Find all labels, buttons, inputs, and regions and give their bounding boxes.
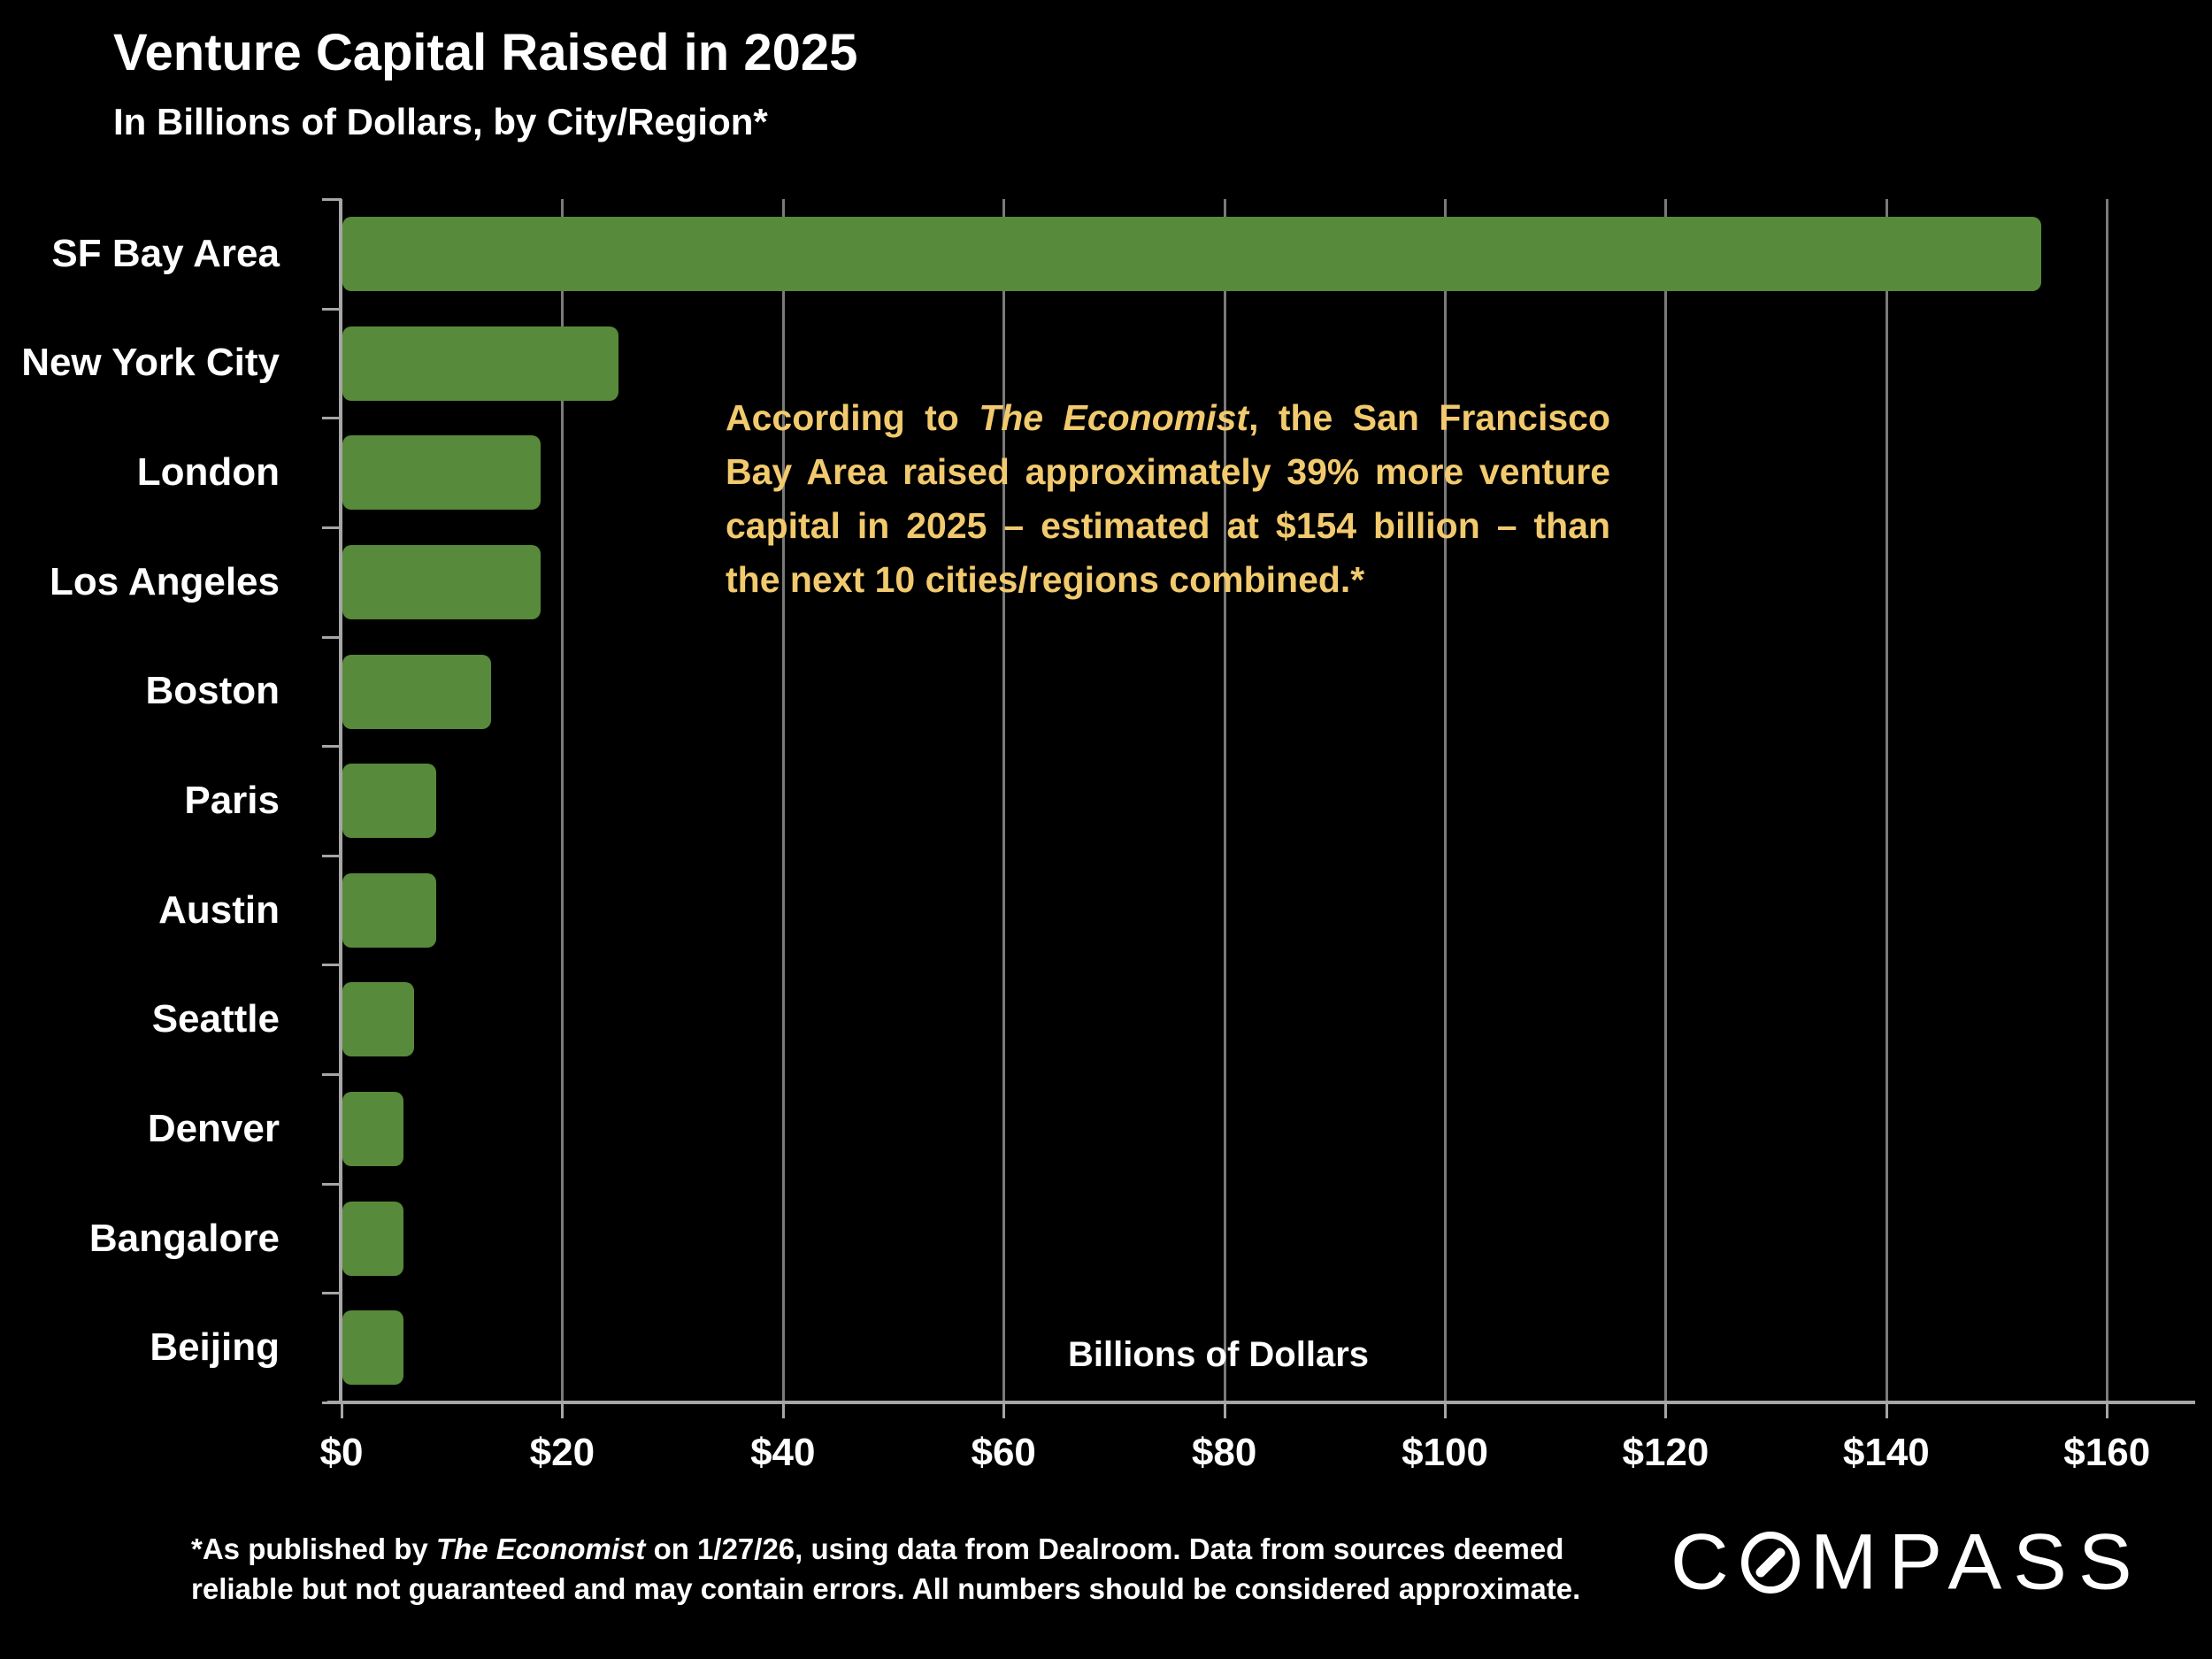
y-axis-tick (322, 635, 342, 639)
x-axis-tick-label: $40 (750, 1431, 816, 1474)
category-label: Bangalore (88, 1216, 280, 1260)
bar-denver (342, 1092, 403, 1167)
x-axis-tick (561, 1404, 565, 1418)
bar-austin (342, 872, 436, 948)
y-axis-tick (322, 745, 342, 749)
y-axis-category-labels: SF Bay Area New York City London Los Angele… (0, 199, 310, 1402)
y-axis-line (339, 199, 342, 1404)
footnote-line-2: reliable but not guaranteed and may cont… (191, 1572, 1581, 1605)
x-axis-tick-label: $60 (971, 1431, 1036, 1474)
bar-paris (342, 764, 436, 839)
bar-row (342, 418, 2195, 527)
page-title: Venture Capital Raised in 2025 (113, 24, 858, 81)
bar-seattle (342, 982, 415, 1057)
bar-row (342, 1293, 2195, 1402)
bar-los-angeles (342, 544, 541, 619)
x-axis-tick (2106, 1404, 2109, 1418)
bar-new-york-city (342, 326, 618, 401)
compass-logo-text-c: C (1671, 1518, 1740, 1606)
x-axis-tick (1002, 1404, 1006, 1418)
y-axis-tick (322, 198, 342, 201)
gridline-80 (1223, 199, 1226, 1402)
footnote-line-1: *As published by The Economist on 1/27/2… (191, 1532, 1564, 1565)
bar-sf-bay-area (342, 217, 2042, 291)
x-axis-tick-label: $20 (529, 1431, 595, 1474)
gridline-60 (1002, 199, 1006, 1402)
category-label: Denver (147, 1106, 280, 1150)
annotation-line-2: Bay Area raised approximately 39% more v… (726, 451, 1610, 492)
gridline-20 (561, 199, 565, 1402)
y-axis-tick (322, 1073, 342, 1077)
bar-row (342, 746, 2195, 856)
page-subtitle: In Billions of Dollars, by City/Region* (113, 101, 768, 142)
gridline-160 (2106, 199, 2109, 1402)
bar-row (342, 856, 2195, 965)
x-axis-tick (781, 1404, 785, 1418)
category-label: Austin (158, 887, 280, 932)
annotation-line-3: capital in 2025 – estimated at $154 bill… (726, 505, 1610, 546)
bar-row (342, 199, 2195, 309)
bar-row (342, 1184, 2195, 1294)
category-label: Paris (184, 778, 280, 822)
compass-logo-text-mpass: MPASS (1809, 1518, 2144, 1606)
bar-beijing (342, 1310, 403, 1386)
category-label: Los Angeles (50, 559, 280, 603)
x-axis-tick-label: $100 (1402, 1431, 1488, 1474)
bar-row (342, 964, 2195, 1074)
bar-row (342, 637, 2195, 747)
bar-row (342, 527, 2195, 637)
plot-area: Billions of Dollars $0 $20 $40 $60 $80 $100 $1… (320, 198, 2195, 1474)
y-axis-tick (322, 307, 342, 311)
bar-row (342, 309, 2195, 419)
annotation-line-4: the next 10 cities/regions combined.* (726, 559, 1365, 600)
bar-row (342, 1074, 2195, 1184)
x-axis-tick (1885, 1404, 1888, 1418)
y-axis-tick (322, 526, 342, 529)
gridline-140 (1885, 199, 1888, 1402)
gridline-120 (1664, 199, 1668, 1402)
bar-bangalore (342, 1201, 403, 1276)
annotation-callout: According to The Economist, the San Fran… (726, 391, 1610, 607)
y-axis-tick (322, 1292, 342, 1295)
category-label: Seattle (151, 997, 280, 1041)
y-axis-tick (322, 417, 342, 420)
x-axis-tick (1223, 1404, 1226, 1418)
annotation-line-1: According to The Economist, the San Fran… (726, 397, 1610, 438)
category-label: Beijing (150, 1325, 280, 1370)
x-axis-tick-label: $120 (1622, 1431, 1709, 1474)
x-axis-tick-label: $160 (2063, 1431, 2151, 1474)
compass-o-icon (1740, 1532, 1800, 1594)
x-axis-tick (341, 1404, 343, 1418)
gridline-100 (1444, 199, 1448, 1402)
gridline-40 (781, 199, 785, 1402)
category-label: London (136, 450, 280, 495)
category-label: SF Bay Area (51, 231, 280, 275)
x-axis-tick-label: $140 (1842, 1431, 1930, 1474)
x-axis-line (327, 1401, 2195, 1404)
x-axis-tick-label: $80 (1191, 1431, 1257, 1474)
x-axis-title: Billions of Dollars (1067, 1335, 1370, 1374)
category-label: New York City (21, 341, 280, 385)
bar-boston (342, 654, 492, 729)
category-label: Boston (145, 669, 280, 713)
x-axis-tick (1444, 1404, 1448, 1418)
y-axis-tick (322, 1182, 342, 1186)
bar-london (342, 435, 541, 511)
y-axis-tick (322, 1402, 342, 1404)
y-axis-tick (322, 964, 342, 967)
x-axis-tick-label: $0 (319, 1431, 364, 1474)
source-footnote: *As published by The Economist on 1/27/2… (191, 1529, 1633, 1609)
compass-logo: C MPASS (1671, 1518, 2144, 1606)
y-axis-tick (322, 854, 342, 857)
x-axis-tick (1664, 1404, 1668, 1418)
